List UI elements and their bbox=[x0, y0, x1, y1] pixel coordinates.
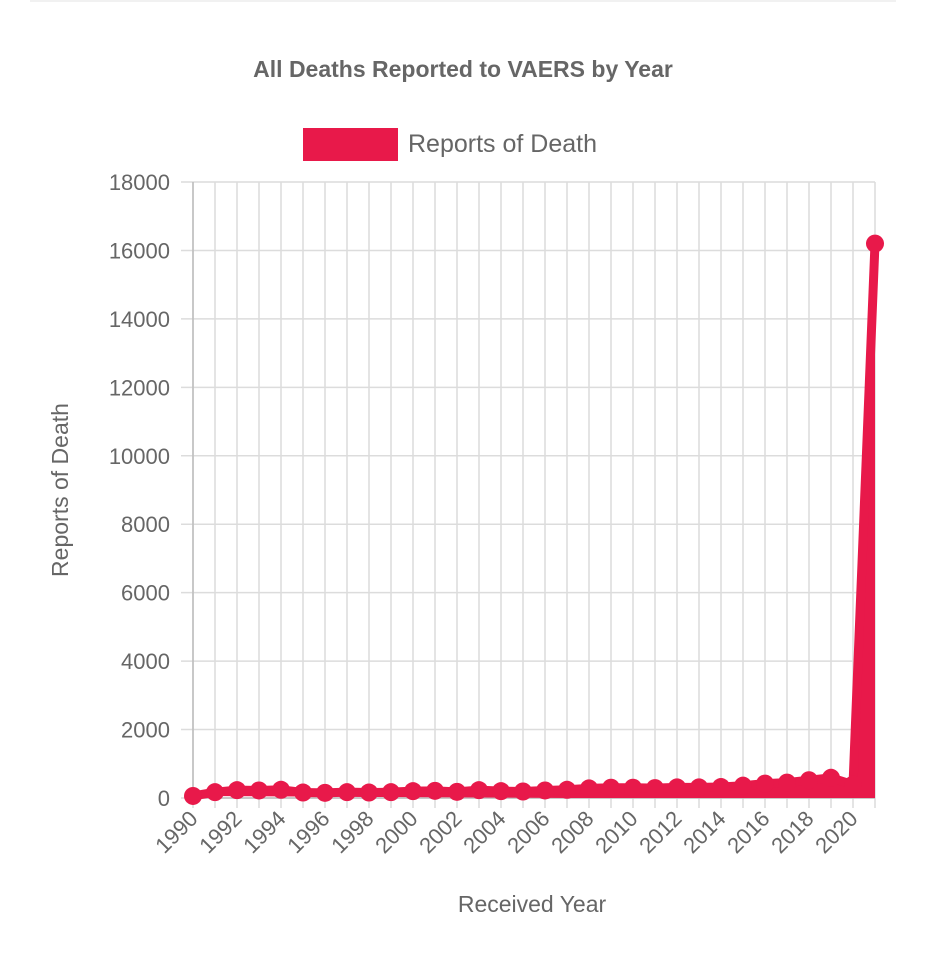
data-point bbox=[778, 773, 796, 792]
data-point bbox=[448, 782, 466, 801]
data-point bbox=[822, 768, 840, 787]
x-tick-label: 2008 bbox=[546, 806, 598, 858]
y-tick-label: 6000 bbox=[121, 581, 170, 606]
data-point bbox=[646, 779, 664, 798]
x-axis-label: Received Year bbox=[458, 891, 607, 917]
y-tick-label: 0 bbox=[158, 786, 170, 811]
y-tick-label: 2000 bbox=[121, 718, 170, 743]
y-tick-label: 18000 bbox=[109, 170, 170, 195]
data-point bbox=[756, 774, 774, 793]
data-point bbox=[228, 781, 246, 800]
data-point bbox=[360, 783, 378, 802]
x-tick-label: 1990 bbox=[150, 806, 202, 858]
x-tick-label: 2004 bbox=[458, 806, 510, 858]
x-tick-label: 2012 bbox=[634, 806, 686, 858]
x-tick-label: 2016 bbox=[722, 806, 774, 858]
x-tick-label: 2014 bbox=[678, 806, 730, 858]
data-point bbox=[580, 779, 598, 798]
data-point bbox=[316, 783, 334, 802]
data-point bbox=[404, 782, 422, 801]
data-point bbox=[470, 781, 488, 800]
data-point bbox=[184, 786, 202, 805]
x-tick-label: 2018 bbox=[766, 806, 818, 858]
data-point bbox=[492, 782, 510, 801]
legend-swatch bbox=[303, 128, 398, 161]
legend[interactable]: Reports of Death bbox=[303, 128, 597, 161]
x-tick-label: 1998 bbox=[326, 806, 378, 858]
data-point bbox=[558, 780, 576, 799]
data-point bbox=[426, 781, 444, 800]
data-point bbox=[206, 783, 224, 802]
x-tick-label: 2002 bbox=[414, 806, 466, 858]
data-point bbox=[382, 783, 400, 802]
data-point bbox=[624, 778, 642, 797]
data-point bbox=[712, 778, 730, 797]
data-point bbox=[668, 778, 686, 797]
x-tick-label: 2010 bbox=[590, 806, 642, 858]
top-divider bbox=[30, 0, 896, 2]
series-area bbox=[193, 243, 875, 799]
y-tick-label: 12000 bbox=[109, 375, 170, 400]
y-tick-label: 8000 bbox=[121, 512, 170, 537]
y-axis-label: Reports of Death bbox=[47, 403, 73, 577]
data-point bbox=[734, 776, 752, 795]
x-tick-label: 2000 bbox=[370, 806, 422, 858]
data-point bbox=[338, 783, 356, 802]
data-point bbox=[602, 778, 620, 797]
x-tick-label: 2020 bbox=[810, 806, 862, 858]
y-tick-label: 14000 bbox=[109, 307, 170, 332]
data-point bbox=[690, 778, 708, 797]
data-point bbox=[294, 783, 312, 802]
y-tick-label: 4000 bbox=[121, 649, 170, 674]
x-tick-label: 1994 bbox=[238, 806, 290, 858]
data-point bbox=[866, 234, 884, 253]
data-point bbox=[250, 781, 268, 800]
chart-title: All Deaths Reported to VAERS by Year bbox=[253, 56, 673, 82]
y-tick-label: 10000 bbox=[109, 444, 170, 469]
legend-label: Reports of Death bbox=[408, 130, 597, 158]
data-point bbox=[844, 775, 862, 794]
x-tick-label: 1996 bbox=[282, 806, 334, 858]
data-point bbox=[514, 782, 532, 801]
y-tick-label: 16000 bbox=[109, 238, 170, 263]
x-tick-label: 1992 bbox=[194, 806, 246, 858]
data-point bbox=[272, 780, 290, 799]
data-point bbox=[536, 781, 554, 800]
x-tick-label: 2006 bbox=[502, 806, 554, 858]
series-line bbox=[192, 243, 880, 801]
data-point bbox=[800, 771, 818, 790]
